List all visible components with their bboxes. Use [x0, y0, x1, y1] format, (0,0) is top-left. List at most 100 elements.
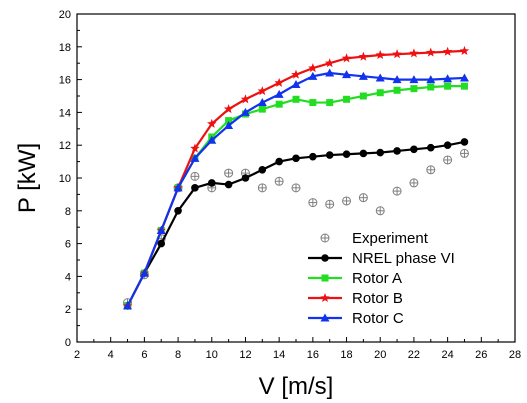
data-point: [258, 105, 266, 113]
data-point: [224, 168, 234, 178]
data-point: [442, 46, 453, 56]
x-tick-label: 6: [141, 349, 147, 361]
data-point: [443, 141, 452, 149]
data-point: [191, 184, 199, 192]
data-point: [393, 147, 401, 155]
data-point: [174, 207, 182, 215]
series-line: [126, 140, 465, 307]
legend-item: Experiment: [320, 230, 429, 247]
data-point: [325, 68, 335, 77]
data-point: [376, 89, 384, 97]
y-tick-label: 4: [65, 271, 71, 283]
legend-label: Rotor B: [352, 290, 403, 307]
data-point: [393, 86, 401, 94]
x-tick-label: 24: [441, 349, 453, 361]
data-point: [375, 206, 385, 216]
ticks: 2 4 6 8 10 12 14 16 18 20 22 24 26 280246810121416182…: [59, 9, 521, 361]
data-point: [409, 178, 419, 188]
data-point: [257, 98, 267, 107]
series-line: [126, 85, 465, 307]
x-tick-label: 14: [273, 349, 285, 361]
series-nrel-phase-vi: [123, 138, 469, 310]
data-point: [224, 180, 233, 189]
data-point: [325, 199, 335, 209]
data-point: [274, 176, 284, 186]
data-point: [223, 104, 234, 114]
y-tick-label: 0: [65, 337, 71, 349]
data-point: [123, 301, 133, 310]
y-tick-label: 14: [59, 107, 71, 119]
data-point: [241, 174, 250, 182]
x-tick-label: 10: [206, 349, 218, 361]
data-point: [326, 99, 334, 107]
data-point: [410, 145, 418, 154]
series-experiment: [123, 148, 469, 308]
y-tick-label: 12: [59, 140, 71, 152]
data-point: [341, 53, 352, 63]
data-point: [308, 71, 318, 80]
legend-marker: [320, 293, 330, 303]
data-point: [359, 149, 368, 158]
data-point: [224, 121, 234, 130]
data-point: [258, 166, 267, 174]
legend-marker: [321, 254, 329, 262]
legend-marker: [320, 313, 330, 322]
y-tick-label: 10: [59, 173, 71, 185]
series-rotor-c: [123, 68, 469, 310]
data-point: [426, 47, 436, 57]
data-point: [190, 143, 200, 153]
data-point: [460, 82, 468, 90]
data-point: [426, 75, 436, 84]
legend-label: NREL phase VI: [352, 250, 455, 267]
y-tick-label: 8: [65, 206, 71, 218]
data-point: [309, 99, 317, 107]
data-point: [427, 83, 435, 91]
x-tick-label: 8: [175, 349, 181, 361]
x-tick-label: 18: [340, 349, 352, 361]
data-point: [459, 148, 469, 158]
data-point: [275, 100, 283, 108]
legend-item: Rotor B: [308, 290, 403, 307]
data-point: [426, 165, 436, 175]
x-tick-label: 4: [108, 349, 114, 361]
x-axis-title: V [m/s]: [259, 373, 334, 400]
data-point: [343, 95, 351, 103]
data-point: [358, 51, 369, 61]
data-point: [409, 48, 419, 58]
data-point: [207, 135, 217, 144]
data-point: [240, 107, 250, 116]
data-point: [376, 148, 385, 157]
legend-marker: [320, 233, 330, 243]
data-point: [459, 45, 470, 55]
data-point: [375, 50, 385, 60]
data-point: [459, 73, 469, 82]
y-tick-label: 2: [65, 304, 71, 316]
x-tick-label: 16: [307, 349, 319, 361]
data-point: [292, 154, 300, 163]
y-tick-label: 18: [59, 42, 71, 54]
legend-marker: [321, 274, 329, 282]
data-point: [325, 151, 334, 159]
data-point: [444, 82, 452, 90]
data-point: [291, 69, 301, 79]
data-point: [410, 85, 418, 93]
data-point: [173, 183, 183, 192]
x-tick-label: 2: [74, 349, 80, 361]
legend: Experiment NREL phase VI Rotor A Rotor B Rot…: [308, 230, 455, 327]
series-layer: [122, 45, 470, 310]
legend-label: Experiment: [352, 230, 429, 247]
data-point: [392, 49, 402, 59]
data-point: [291, 80, 301, 89]
y-tick-label: 6: [65, 239, 71, 251]
data-point: [225, 117, 233, 125]
data-point: [207, 179, 216, 187]
data-point: [460, 138, 469, 146]
data-point: [342, 196, 352, 206]
data-point: [240, 94, 251, 104]
data-point: [426, 143, 435, 152]
legend-item: NREL phase VI: [308, 250, 455, 267]
data-point: [324, 58, 335, 68]
data-point: [342, 150, 351, 159]
x-tick-label: 22: [408, 349, 420, 361]
